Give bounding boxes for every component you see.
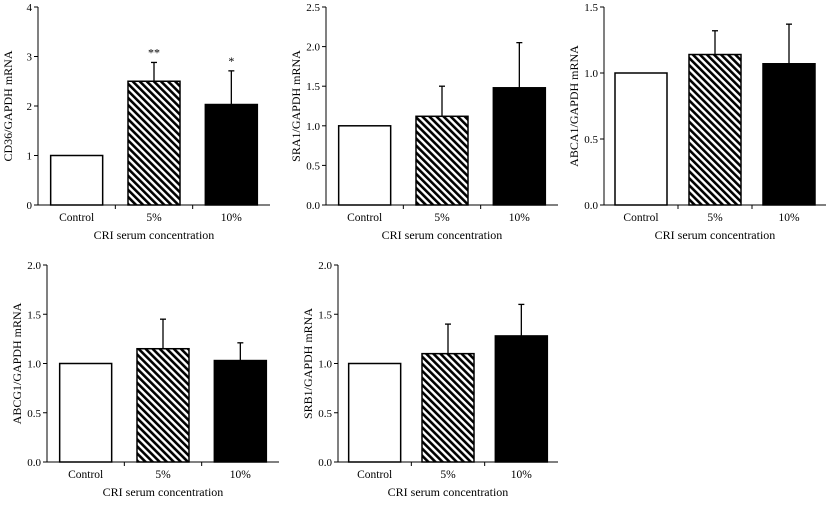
x-tick-label: 5% — [440, 469, 456, 481]
y-tick-label: 1.0 — [584, 68, 598, 80]
bar-10pct — [494, 335, 549, 463]
y-tick-label: 0.0 — [27, 457, 41, 469]
y-tick-label: 1.0 — [27, 359, 41, 371]
x-tick-label: 5% — [155, 469, 171, 481]
y-tick-label: 1.5 — [318, 309, 332, 321]
x-tick-label: 10% — [778, 212, 800, 224]
x-axis-title: CRI serum concentration — [655, 228, 776, 242]
y-axis-title: ABCA1/GAPDH mRNA — [567, 45, 581, 167]
bar-5pct — [136, 347, 190, 463]
y-tick-label: 0.5 — [306, 160, 320, 172]
bar-control — [49, 154, 104, 206]
significance-label: ** — [148, 45, 160, 59]
y-tick-label: 4 — [27, 2, 33, 14]
x-axis-title: CRI serum concentration — [388, 485, 509, 499]
x-tick-label: 10% — [230, 469, 252, 481]
y-tick-label: 2.0 — [306, 42, 320, 54]
y-tick-label: 1.0 — [306, 121, 320, 133]
y-tick-label: 0.0 — [306, 200, 320, 212]
y-tick-label: 0.5 — [584, 134, 598, 146]
x-tick-label: Control — [68, 469, 103, 481]
chart-panel-5: 0.0 0.5 1.0 1.5 2.0 Control 5% 10%CRI serum con… — [301, 260, 558, 499]
bar-control — [337, 125, 392, 206]
y-tick-label: 2 — [27, 101, 33, 113]
x-tick-label: Control — [357, 469, 392, 481]
y-tick-label: 0 — [27, 200, 33, 212]
y-axis-title: ABCG1/GAPDH mRNA — [10, 302, 24, 424]
chart-panel-4: 0.0 0.5 1.0 1.5 2.0 Control 5% 10% CRI serum con… — [10, 260, 279, 499]
y-tick-label: 0.5 — [318, 408, 332, 420]
chart-panel-2: 0.0 0.5 1.0 1.5 2.0 2.5 Control 5% 10% CRI serum … — [289, 2, 558, 242]
y-tick-label: 1.0 — [318, 359, 332, 371]
bar-5pct — [688, 53, 742, 206]
bar-control — [347, 362, 402, 463]
x-axis-title: CRI serum concentration — [103, 485, 224, 499]
x-tick-label: 5% — [434, 212, 450, 224]
chart-panel-1: 0 1 2 3 4 Control ** 5% * 10% CRI serum concentrat… — [1, 2, 270, 242]
y-tick-label: 2.0 — [27, 260, 41, 272]
y-tick-label: 0.0 — [318, 457, 332, 469]
y-tick-label: 1.5 — [584, 2, 598, 14]
x-axis-title: CRI serum concentration — [94, 228, 215, 242]
x-tick-label: 10% — [221, 212, 243, 224]
x-tick-label: Control — [59, 212, 94, 224]
bar-control — [58, 362, 113, 463]
y-tick-label: 3 — [27, 52, 33, 64]
y-axis-title: SRB1/GAPDH mRNA — [301, 308, 315, 419]
x-tick-label: 5% — [146, 212, 162, 224]
x-axis-title: CRI serum concentration — [382, 228, 503, 242]
y-tick-label: 2.0 — [318, 260, 332, 272]
bar-5pct — [421, 352, 475, 463]
x-tick-label: Control — [623, 212, 658, 224]
bar-control — [614, 72, 668, 206]
y-tick-label: 0.0 — [584, 200, 598, 212]
bar-10pct — [492, 87, 547, 206]
bar-10pct — [213, 359, 268, 463]
x-tick-label: 5% — [707, 212, 723, 224]
x-tick-label: 10% — [511, 469, 533, 481]
significance-label: * — [228, 54, 234, 68]
chart-panel-3: 0.0 0.5 1.0 1.5 Control 5% 10%CRI serum concen… — [567, 2, 826, 242]
bar-10pct — [204, 103, 259, 206]
bar-5pct — [127, 80, 181, 206]
y-tick-label: 2.5 — [306, 2, 320, 14]
y-tick-label: 1.5 — [306, 81, 320, 93]
bar-10pct — [762, 63, 816, 206]
y-tick-label: 1 — [27, 151, 33, 163]
y-tick-label: 0.5 — [27, 408, 41, 420]
bar-5pct — [415, 115, 469, 206]
y-axis-title: CD36/GAPDH mRNA — [1, 50, 15, 161]
y-axis-title: SRA1/GAPDH mRNA — [289, 50, 303, 162]
x-tick-label: 10% — [509, 212, 531, 224]
y-tick-label: 1.5 — [27, 309, 41, 321]
x-tick-label: Control — [347, 212, 382, 224]
